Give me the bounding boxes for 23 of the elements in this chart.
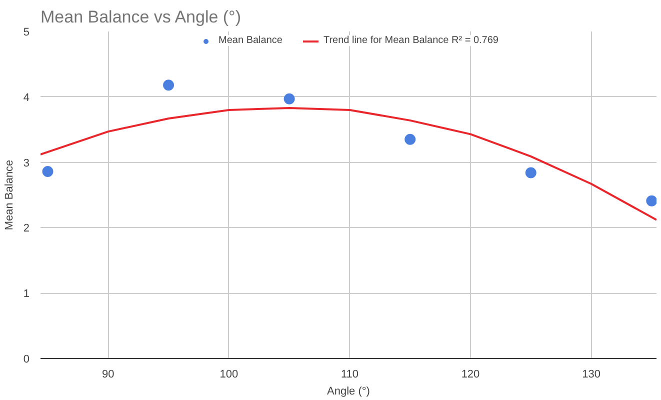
point xyxy=(284,93,295,104)
y-tick-label: 1 xyxy=(23,288,30,300)
legend-label: Mean Balance xyxy=(218,35,282,46)
x-tick-label: 100 xyxy=(220,368,238,380)
point xyxy=(525,167,536,178)
point xyxy=(646,195,656,206)
point xyxy=(42,166,54,177)
line-series xyxy=(40,107,656,221)
y-tick-label: 3 xyxy=(23,157,30,170)
point xyxy=(404,134,416,145)
y-axis-title: Mean Balance xyxy=(3,160,16,230)
x-tick-label: 130 xyxy=(582,368,600,380)
point xyxy=(163,80,174,91)
legend-label: Trend line for Mean Balance R² = 0.769 xyxy=(323,35,498,46)
y-tick-label: 2 xyxy=(23,222,30,235)
x-axis-title: Angle (°) xyxy=(327,386,370,398)
x-tick-label: 120 xyxy=(461,368,480,380)
y-tick-label: 0 xyxy=(23,354,30,366)
x-tick-label: 110 xyxy=(340,368,358,380)
x-tick-label: 90 xyxy=(102,368,114,380)
y-tick-label: 5 xyxy=(23,26,30,38)
y-tick-label: 4 xyxy=(23,92,30,104)
chart-title: Mean Balance vs Angle (°) xyxy=(40,8,242,26)
